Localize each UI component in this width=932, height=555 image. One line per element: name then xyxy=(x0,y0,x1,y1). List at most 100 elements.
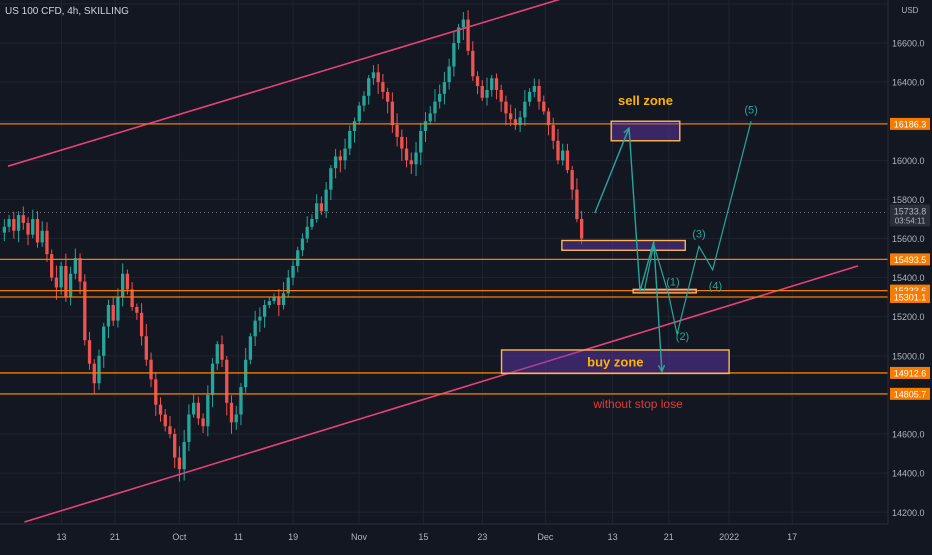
candle-body-87 xyxy=(414,152,418,165)
projection-path-1 xyxy=(594,127,663,372)
candle-body-4 xyxy=(21,215,25,223)
candle-body-82 xyxy=(390,101,395,126)
candle-body-53 xyxy=(253,320,257,337)
candle-body-90 xyxy=(428,113,432,122)
candle-body-96 xyxy=(456,27,461,44)
x-tick-label-11: 2022 xyxy=(719,532,739,542)
candle-body-20 xyxy=(97,355,101,384)
candle-body-111 xyxy=(527,91,532,102)
candle-body-103 xyxy=(490,78,494,90)
candle-body-12 xyxy=(59,265,63,288)
candle-body-84 xyxy=(400,136,404,149)
candle-body-18 xyxy=(87,340,92,364)
candle-body-66 xyxy=(315,203,319,219)
candle-body-1 xyxy=(7,218,11,227)
channel-upper-line xyxy=(7,0,561,167)
candle-body-65 xyxy=(310,218,314,227)
price-badge-0 xyxy=(890,117,930,130)
candle-body-94 xyxy=(447,66,451,83)
candle-body-32 xyxy=(154,379,158,405)
candle-body-3 xyxy=(16,215,21,231)
x-tick-label-4: 19 xyxy=(288,532,298,542)
candle-body-112 xyxy=(532,86,536,92)
y-tick-label-5: 15200.0 xyxy=(892,312,925,322)
candle-body-2 xyxy=(12,218,16,231)
x-tick-label-12: 17 xyxy=(787,532,797,542)
y-tick-label-11: 16400.0 xyxy=(892,78,925,88)
candle-body-6 xyxy=(31,218,35,235)
x-tick-label-7: 23 xyxy=(477,532,487,542)
candle-body-22 xyxy=(106,305,111,327)
candle-body-29 xyxy=(139,312,144,337)
candle-body-97 xyxy=(461,19,465,28)
current-price-countdown: 03:54:11 xyxy=(895,216,926,225)
candle-body-59 xyxy=(281,293,286,306)
candle-body-101 xyxy=(480,86,484,98)
currency-label: USD xyxy=(902,6,919,15)
candle-body-57 xyxy=(272,297,276,302)
candle-body-106 xyxy=(504,101,508,114)
price-badge-3 xyxy=(890,290,930,303)
candle-body-37 xyxy=(177,457,182,470)
candle-body-76 xyxy=(362,95,366,106)
y-tick-label-0: 14200.0 xyxy=(892,508,925,518)
candle-body-63 xyxy=(300,238,305,251)
candle-body-79 xyxy=(376,72,380,83)
candle-body-117 xyxy=(556,140,560,161)
candle-body-116 xyxy=(551,125,555,141)
candle-body-17 xyxy=(83,281,87,341)
candle-body-40 xyxy=(191,402,196,415)
candle-body-9 xyxy=(45,230,49,255)
x-tick-label-2: Oct xyxy=(172,532,187,542)
candle-body-85 xyxy=(404,148,409,161)
sell-zone-label: sell zone xyxy=(618,93,673,108)
price-badge-label-4: 14912.6 xyxy=(894,368,927,378)
candle-body-46 xyxy=(220,344,224,360)
candle-body-23 xyxy=(111,305,115,321)
candle-body-30 xyxy=(144,336,148,360)
candle-body-71 xyxy=(338,156,342,161)
candle-body-58 xyxy=(277,297,281,306)
current-price-value: 15733.8 xyxy=(894,206,927,216)
candle-body-118 xyxy=(561,150,565,161)
price-badge-label-3: 15301.1 xyxy=(894,292,927,302)
candle-body-39 xyxy=(187,414,191,442)
x-tick-label-9: 13 xyxy=(608,532,618,542)
current-price-badge xyxy=(890,204,930,227)
candle-body-115 xyxy=(546,111,551,126)
x-tick-label-3: 11 xyxy=(234,532,243,542)
candle-body-13 xyxy=(64,265,68,298)
candle-body-110 xyxy=(523,101,527,118)
candle-body-34 xyxy=(163,414,167,427)
candle-body-56 xyxy=(267,301,271,306)
candle-body-14 xyxy=(68,273,73,298)
candle-body-27 xyxy=(130,289,134,307)
candle-body-74 xyxy=(352,121,357,131)
candle-body-31 xyxy=(149,359,153,380)
candle-body-89 xyxy=(423,121,428,131)
candle-body-70 xyxy=(333,156,338,169)
buy-zone-label: buy zone xyxy=(587,355,643,370)
y-tick-label-7: 15600.0 xyxy=(892,234,925,244)
candle-body-61 xyxy=(291,265,295,278)
candle-body-8 xyxy=(40,230,44,243)
candle-body-99 xyxy=(471,50,475,77)
candle-body-88 xyxy=(419,131,423,153)
candle-body-26 xyxy=(125,273,130,290)
candle-body-5 xyxy=(26,222,30,235)
candle-body-68 xyxy=(324,189,328,212)
candle-body-36 xyxy=(173,434,177,458)
candle-body-49 xyxy=(234,414,238,423)
candle-body-45 xyxy=(215,344,219,364)
candle-body-55 xyxy=(262,305,267,317)
candle-body-93 xyxy=(442,82,447,94)
price-badge-5 xyxy=(890,387,930,400)
candle-body-120 xyxy=(570,170,574,190)
candle-body-81 xyxy=(385,91,390,102)
candle-body-42 xyxy=(201,418,205,427)
candle-body-47 xyxy=(225,359,229,403)
y-tick-label-12: 16600.0 xyxy=(892,39,925,49)
candle-body-72 xyxy=(343,148,347,161)
